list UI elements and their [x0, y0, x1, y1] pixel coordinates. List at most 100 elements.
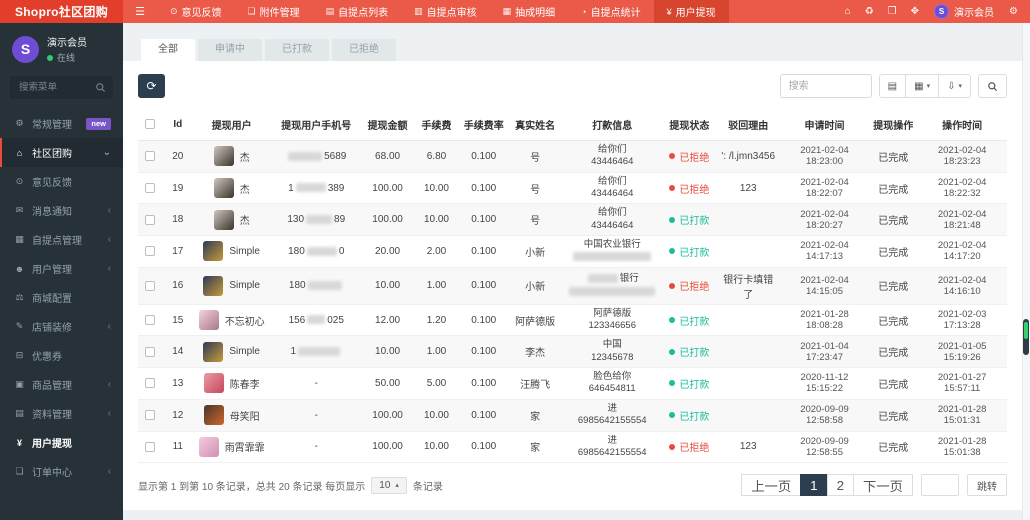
scrollbar-track[interactable] — [1022, 23, 1030, 520]
row-checkbox[interactable] — [145, 441, 156, 452]
cell-reason — [716, 304, 780, 337]
cell-operation: 已完成 — [869, 267, 918, 305]
phone-suffix: 025 — [327, 314, 344, 326]
tab-申请中[interactable]: 申请中 — [198, 39, 262, 61]
topnav-item[interactable]: ⊙ 意见反馈 — [157, 0, 235, 23]
user-avatar — [203, 405, 224, 426]
sidebar-item[interactable]: ▦ 自提点管理 ‹ — [0, 225, 123, 254]
table-row: 19 杰 1 389 100.00 10.00 0.100 号给你们 43446464 已拒绝 12… — [138, 172, 1007, 205]
cell-id: 13 — [162, 367, 193, 400]
column-header: Id — [162, 109, 193, 141]
topnav-item[interactable]: ▥ 自提点审核 — [401, 0, 490, 23]
sidebar-item[interactable]: ▣ 商品管理 ‹ — [0, 370, 123, 399]
cell-user: 母笑阳 — [192, 399, 271, 432]
row-checkbox[interactable] — [145, 410, 156, 421]
menu-search-input[interactable] — [10, 76, 113, 99]
sidebar-item[interactable]: ☻ 用户管理 ‹ — [0, 254, 123, 283]
row-checkbox[interactable] — [145, 151, 156, 162]
pay-line2: 43446464 — [591, 188, 634, 200]
fullscreen-icon[interactable]: ✥ — [910, 6, 920, 17]
select-all-checkbox[interactable] — [145, 119, 156, 130]
page-button-2[interactable]: 2 — [826, 474, 855, 497]
sidebar-item-label: 用户管理 — [32, 265, 72, 276]
sidebar-item[interactable]: ❏ 订单中心 ‹ — [0, 457, 123, 486]
cell-operation: 已完成 — [869, 235, 918, 268]
phone-prefix: 130 — [287, 214, 305, 226]
page-button-1[interactable]: 1 — [800, 474, 828, 497]
pages-icon[interactable]: ❐ — [887, 6, 897, 17]
tab-已打款[interactable]: 已打款 — [265, 39, 329, 61]
sidebar-item[interactable]: ▤ 资料管理 ‹ — [0, 399, 123, 428]
topnav-item[interactable]: ◔ 自提点统计 — [568, 0, 653, 23]
cell-id: 19 — [162, 172, 193, 205]
redacted-blur — [307, 281, 342, 291]
pay-line1-text: 进 — [607, 434, 617, 446]
sidebar-item[interactable]: ⊙ 意见反馈 — [0, 167, 123, 196]
row-checkbox[interactable] — [145, 314, 156, 325]
tab-已拒绝[interactable]: 已拒绝 — [332, 39, 396, 61]
sidebar-item-label: 自提点管理 — [32, 236, 82, 247]
row-checkbox[interactable] — [145, 280, 156, 291]
topnav-item[interactable]: ¥ 用户提现 — [653, 0, 729, 23]
column-header: 提现金额 — [361, 109, 414, 141]
page-size-select[interactable]: 10 ▴ — [371, 476, 407, 494]
pickup-list-icon: ▤ — [325, 6, 335, 16]
status-label: 已打款 — [679, 216, 710, 228]
cell-operation: 已完成 — [869, 431, 918, 464]
chevron-left-icon: ‹ — [107, 466, 111, 477]
export-button[interactable]: ⇩ ▾ — [938, 74, 971, 98]
scrollbar-thumb[interactable] — [1023, 319, 1029, 355]
feedback-icon: ⊙ — [170, 6, 178, 16]
cell-status: 已打款 — [661, 335, 717, 369]
settings-gear-icon[interactable]: ⚙ — [1009, 6, 1018, 17]
cell-apply-time: 2021-02-04 18:20:27 — [779, 203, 870, 237]
user-avatar — [203, 341, 224, 362]
row-checkbox[interactable] — [145, 214, 156, 225]
row-checkbox[interactable] — [145, 346, 156, 357]
pay-line1-text: 中国农业银行 — [583, 239, 641, 251]
sidebar-item[interactable]: ⌂ 社区团购 ⌄ — [0, 138, 123, 167]
cell-phone: 1 — [270, 335, 362, 369]
trash-icon[interactable]: ♻ — [864, 6, 874, 17]
topnav-item[interactable]: ▤ 自提点列表 — [313, 0, 402, 23]
goods-manage-icon: ▣ — [15, 379, 24, 389]
table-row: 12 母笑阳 -100.00 10.00 0.100 家进 6985642155554 已打款… — [138, 399, 1007, 432]
status-badge: 已拒绝 — [669, 149, 709, 164]
sidebar-item[interactable]: ¥ 用户提现 — [0, 428, 123, 457]
pagination-summary: 显示第 1 到第 10 条记录，总共 20 条记录 每页显示 10 ▴ 条记录 — [138, 476, 443, 494]
user-nickname: 杰 — [239, 216, 250, 228]
cell-user: Simple — [192, 335, 271, 369]
sidebar-item[interactable]: ✉ 消息通知 ‹ — [0, 196, 123, 225]
row-checkbox[interactable] — [145, 246, 156, 257]
cell-id: 18 — [162, 203, 193, 237]
status-dot-icon — [669, 348, 676, 355]
user-menu[interactable]: S 演示会员 — [934, 4, 994, 19]
search-button[interactable] — [978, 74, 1007, 98]
home-icon[interactable]: ⌂ — [844, 6, 851, 17]
row-checkbox[interactable] — [145, 182, 156, 193]
user-nickname: Simple — [229, 245, 260, 257]
tab-全部[interactable]: 全部 — [141, 39, 195, 61]
columns-button[interactable]: ▦ ▾ — [905, 74, 940, 98]
row-checkbox[interactable] — [145, 378, 156, 389]
sidebar-profile[interactable]: S 演示会员 在线 — [0, 23, 123, 73]
prev-page-button[interactable]: 上一页 — [741, 474, 802, 497]
topnav-item[interactable]: ▦ 抽成明细 — [490, 0, 569, 23]
sidebar-item[interactable]: ⚖ 商城配置 — [0, 283, 123, 312]
sidebar-item[interactable]: ⚙ 常规管理 new — [0, 109, 123, 138]
menu-toggle-icon[interactable]: ☰ — [135, 6, 145, 18]
sidebar-item[interactable]: ✎ 店铺装修 ‹ — [0, 312, 123, 341]
sidebar-item[interactable]: ⊟ 优惠券 — [0, 341, 123, 370]
table-search-input[interactable] — [779, 74, 872, 98]
chevron-down-icon: ⌄ — [102, 147, 111, 158]
next-page-button[interactable]: 下一页 — [853, 474, 913, 497]
cell-rate: 0.100 — [459, 335, 508, 369]
phone-prefix: 1 — [288, 182, 294, 194]
refresh-button[interactable]: ⟳ — [138, 74, 165, 98]
view-toggle-button[interactable]: ▤ — [878, 74, 907, 98]
jump-button[interactable]: 跳转 — [967, 474, 1007, 497]
jump-page-input[interactable] — [921, 474, 959, 497]
topnav-item[interactable]: ❏ 附件管理 — [235, 0, 313, 23]
cell-status: 已拒绝 — [661, 172, 717, 205]
select-all-header — [138, 109, 163, 141]
